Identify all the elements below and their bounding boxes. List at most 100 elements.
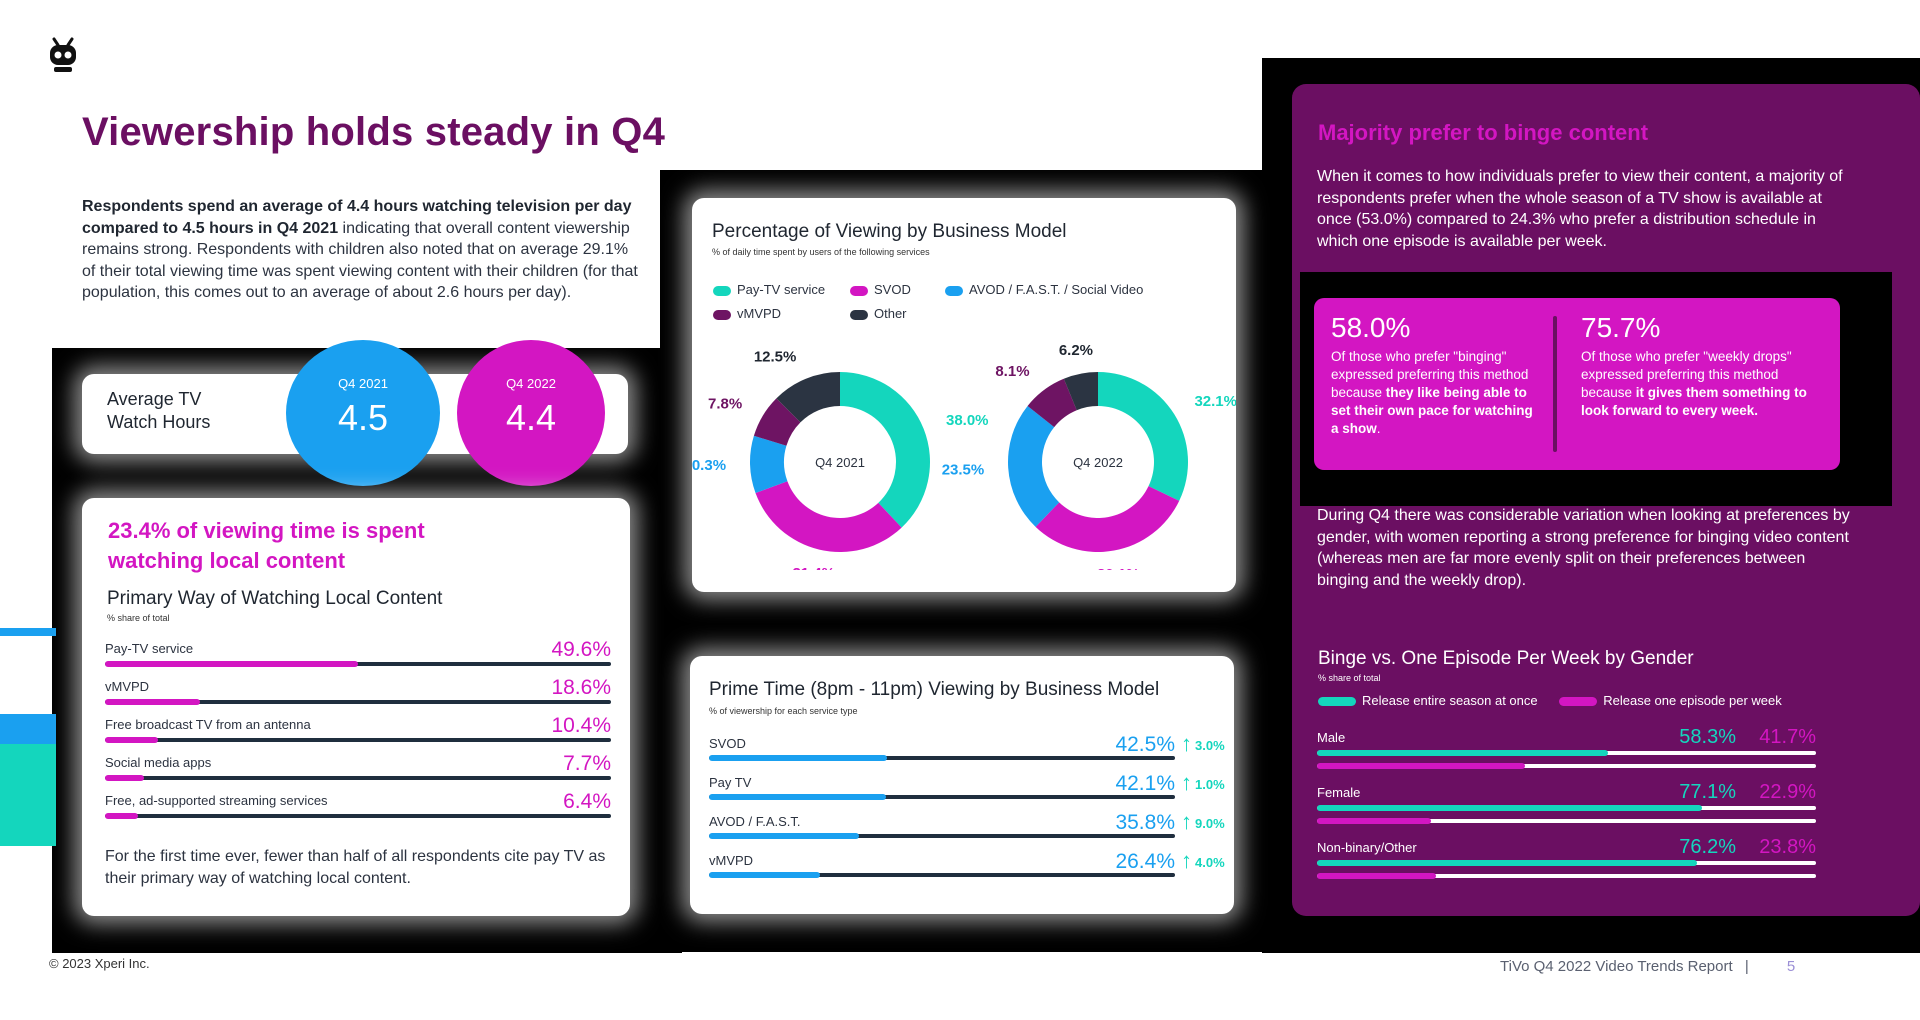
legend-vmvpd: vMVPD [713,306,781,321]
gender-chart-note: % share of total [1318,673,1381,683]
local-content-card [82,498,630,916]
donut-slice-q4-2021-3 [753,398,801,446]
q4-2021-hours-value: 4.5 [337,397,389,438]
prime-bar-value: 35.8% [1115,811,1175,834]
donut-chart-note: % of daily time spent by users of the fo… [712,247,930,257]
prime-bar-label: vMVPD [709,853,754,868]
prime-bar-track [709,756,1175,760]
local-bar-value: 10.4% [551,714,611,737]
gender-value-season: 76.2% [1679,836,1736,858]
local-bar-label: Free broadcast TV from an antenna [105,717,311,732]
local-bar-track [105,814,611,818]
gender-fill-weekly [1317,818,1432,824]
donut-label: 32.1% [1194,393,1236,410]
prime-bar-track [709,834,1175,838]
gender-bar-label: Female [1317,785,1361,800]
gender-value-weekly: 41.7% [1759,726,1816,748]
stats-divider [1553,316,1557,452]
binge-paragraph-1: When it comes to how individuals prefer … [1317,168,1843,250]
legend-swatch-vmvpd [713,309,731,320]
footer-copyright: © 2023 Xperi Inc. [49,956,150,971]
donut-slice-q4-2021-4 [776,372,840,423]
gender-fill-season [1317,860,1698,866]
gender-legend: Release entire season at once Release on… [1318,693,1782,708]
prime-bar-label: SVOD [709,736,746,751]
local-bar-track [105,776,611,780]
donut-chart-title: Percentage of Viewing by Business Model [712,221,1067,242]
prime-bar-change: 1.0% [1195,777,1225,792]
local-bar-fill [105,737,159,743]
donut-slice-q4-2022-4 [1063,372,1098,411]
q4-2021-hours-circle: Q4 2021 4.5 [286,340,440,486]
donut-slice-q4-2021-2 [750,435,788,494]
page-title: Viewership holds steady in Q4 [82,110,666,154]
gender-legend-weekly: Release one episode per week [1603,693,1782,708]
footer-report-title: TiVo Q4 2022 Video Trends Report | 5 [1500,958,1795,975]
donut-slice-q4-2021-1 [755,481,902,552]
stat-weekly-text-bold: it gives them something to look forward … [1581,385,1807,418]
footer-separator: | [1744,958,1749,975]
prime-bar-change: 9.0% [1195,816,1225,831]
q4-2022-hours-circle: Q4 2022 4.4 [457,340,605,486]
tivo-logo-icon [46,36,80,76]
donut-slice-q4-2022-0 [1098,372,1188,501]
donut-center-label: Q4 2021 [815,455,865,470]
prime-bar-change: 4.0% [1195,855,1225,870]
watch-hours-label: Average TV Watch Hours [107,388,210,434]
gender-fill-weekly [1317,763,1526,769]
stat-binge-text-bold: they like being able to set their own pa… [1331,385,1533,436]
prime-bar-label: Pay TV [709,775,752,790]
prime-bar-track [709,795,1175,799]
local-chart-note: % share of total [107,613,170,623]
local-bar-value: 49.6% [551,638,611,661]
donut-charts-svg: 38.0% 31.4% 10.3% 7.8% 12.5% Q4 2021 32.1% 30.1… [692,342,1236,570]
legend-label-vmvpd: vMVPD [737,306,782,321]
prime-bar-fill [709,872,820,878]
local-footnote: For the first time ever, fewer than half… [105,848,606,887]
local-bar-value: 7.7% [563,752,611,775]
legend-avod: AVOD / F.A.S.T. / Social Video [945,282,1143,297]
local-chart-title: Primary Way of Watching Local Content [107,588,443,609]
footer-report-name: TiVo Q4 2022 Video Trends Report [1500,958,1733,975]
stat-binge-text: Of those who prefer "binging" expressed … [1331,348,1541,438]
gender-fill-weekly [1317,873,1436,879]
up-arrow-icon: ↑ [1181,731,1192,756]
intro-bold: Respondents spend an average of 4.4 hour… [82,198,632,237]
edge-block-teal [0,744,56,846]
gender-legend-swatch-weekly [1559,697,1598,707]
local-bar-track [105,738,611,742]
prime-chart-note: % of viewership for each service type [709,706,858,716]
local-bar-fill [105,775,145,781]
up-arrow-icon: ↑ [1181,809,1192,834]
page-number: 5 [1786,958,1796,975]
legend-swatch-svod [850,285,868,296]
binge-paragraph-2: During Q4 there was considerable variati… [1317,507,1850,589]
donut-label: 8.1% [995,363,1029,380]
watch-hours-label-line1: Average TV [107,389,202,409]
gender-fill-season [1317,805,1702,811]
gender-bar-label: Male [1317,730,1346,745]
local-headline-line1: 23.4% of viewing time is spent [108,518,425,543]
gender-value-season: 58.3% [1679,726,1736,748]
donut-center-label: Q4 2022 [1073,455,1123,470]
prime-bar-label: AVOD / F.A.S.T. [709,814,801,829]
up-arrow-icon: ↑ [1181,770,1192,795]
watch-hours-label-line2: Watch Hours [107,412,211,432]
stat-weekly-value: 75.7% [1581,312,1661,343]
donut-slice-q4-2022-1 [1035,486,1180,553]
stats-box [1314,298,1840,470]
donut-label: 12.5% [754,349,797,366]
local-bar-value: 6.4% [563,790,611,813]
donut-label: 23.5% [942,462,985,479]
donut-slice-q4-2022-3 [1027,378,1077,428]
local-bar-label: vMVPD [105,679,150,694]
donut-slice-q4-2021-0 [840,372,930,528]
prime-time-card [690,656,1234,914]
q4-2021-hours-label: Q4 2021 [338,376,388,391]
prime-bar-fill [709,794,886,800]
local-bar-label: Free, ad-supported streaming services [105,793,328,808]
legend-swatch-avod [945,285,963,296]
gender-value-weekly: 23.8% [1759,836,1816,858]
legend-svod: SVOD [850,282,911,297]
prime-chart-title: Prime Time (8pm - 11pm) Viewing by Busin… [709,679,1160,700]
